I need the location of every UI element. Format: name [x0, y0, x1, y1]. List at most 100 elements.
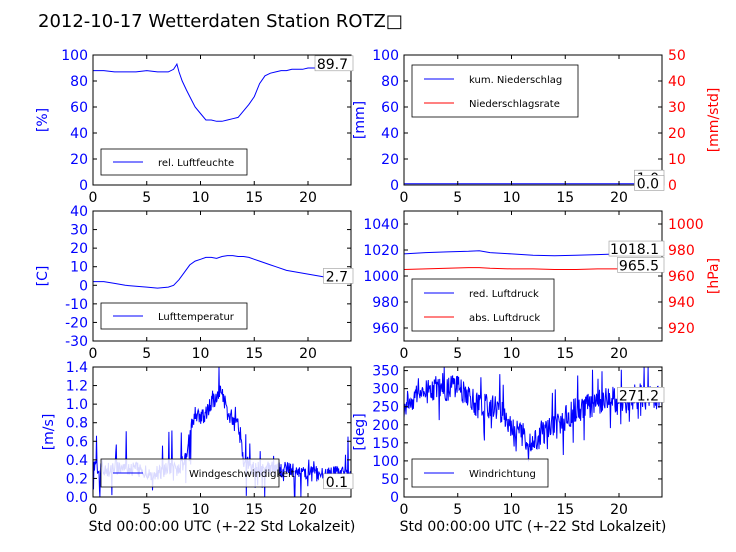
x-tick-label: 0: [400, 346, 409, 362]
y-axis-label: [m/s]: [41, 414, 57, 451]
y-tick-label: 0.4: [66, 453, 88, 469]
y2-tick-label: 50: [668, 48, 686, 64]
y-tick-label: 0: [79, 178, 88, 194]
y2-tick-label: 10: [668, 152, 686, 168]
series-line-pressure-1: [404, 267, 662, 270]
x-tick-label: 20: [610, 346, 628, 362]
x-tick-label: 5: [142, 346, 151, 362]
y2-tick-label: 940: [668, 295, 695, 311]
chart-precip: 0 5 10 15 20 0 20 40 60 80 100 0 10 20 30 40 50 [mm] [mm/s…: [352, 48, 722, 206]
y2-tick-label: 960: [668, 269, 695, 285]
y-tick-label: 20: [70, 152, 88, 168]
series-line-humidity-0: [93, 62, 351, 122]
y-tick-label: 80: [70, 74, 88, 90]
y-tick-label: 1.0: [66, 397, 88, 413]
y2-tick-label: 0: [668, 178, 677, 194]
x-tick-label: 0: [89, 502, 98, 518]
y-tick-label: 0.6: [66, 434, 88, 450]
figure-title: 2012-10-17 Wetterdaten Station ROTZ□: [38, 11, 403, 32]
x-tick-label: 0: [400, 502, 409, 518]
legend-label: Lufttemperatur: [158, 312, 235, 323]
y2-tick-label: 980: [668, 243, 695, 259]
x-tick-label: 0: [400, 190, 409, 206]
value-annotation: 0.0: [637, 176, 659, 192]
x-axis-label: Std 00:00:00 UTC (+-22 Std Lokalzeit): [400, 519, 667, 535]
y-tick-label: -10: [65, 297, 88, 313]
y2-tick-label: 20: [668, 126, 686, 142]
y-tick-label: 100: [61, 48, 88, 64]
value-annotation: 2.7: [326, 269, 348, 285]
legend: Lufttemperatur: [100, 302, 248, 330]
x-axis-label: Std 00:00:00 UTC (+-22 Std Lokalzeit): [89, 519, 356, 535]
plot-frame: [92, 54, 352, 186]
x-tick-label: 15: [245, 346, 263, 362]
x-tick-label: 20: [299, 502, 317, 518]
y-axis-label: [mm]: [352, 101, 368, 139]
y-tick-label: 350: [372, 364, 399, 380]
y-tick-label: 30: [70, 223, 88, 239]
plot-frame: [403, 54, 663, 186]
x-tick-label: 5: [453, 346, 462, 362]
y-tick-label: 80: [381, 74, 399, 90]
y-tick-label: 0.0: [66, 490, 88, 506]
y-axis-label: [%]: [35, 108, 51, 132]
value-annotation: 965.5: [619, 258, 659, 274]
legend-label: Windrichtung: [469, 469, 536, 480]
y-tick-label: 0.8: [66, 416, 88, 432]
legend: Windrichtung: [411, 458, 549, 488]
series-line-wind_dir-0: [404, 367, 662, 462]
x-tick-label: 20: [299, 346, 317, 362]
y-tick-label: 50: [381, 472, 399, 488]
x-tick-label: 10: [192, 190, 210, 206]
y-tick-label: 60: [70, 100, 88, 116]
value-annotation: 271.2: [619, 388, 659, 404]
chart-humidity: 0 5 10 15 20 0 20 40 60 80 100 [%] rel. Luftfeuchte 8…: [35, 48, 354, 206]
legend-label: rel. Luftfeuchte: [158, 158, 234, 169]
plot-frame: [403, 366, 663, 498]
x-tick-label: 10: [503, 502, 521, 518]
series-line-temperature-0: [93, 255, 351, 289]
x-tick-label: 15: [556, 502, 574, 518]
legend: kum. Niederschlag Niederschlagsrate: [411, 64, 579, 118]
y-tick-label: 40: [70, 204, 88, 220]
y-tick-label: 200: [372, 418, 399, 434]
y-tick-label: 0: [390, 178, 399, 194]
x-tick-label: 10: [503, 346, 521, 362]
y-tick-label: 1020: [363, 243, 399, 259]
y-tick-label: 300: [372, 382, 399, 398]
y-tick-label: 0: [79, 278, 88, 294]
x-tick-label: 20: [610, 502, 628, 518]
y-tick-label: 100: [372, 48, 399, 64]
legend: Windgeschwindigkeit: [100, 458, 295, 488]
legend-label: abs. Luftdruck: [469, 313, 540, 324]
legend: red. Luftdruck abs. Luftdruck: [411, 278, 555, 332]
legend-label: Windgeschwindigkeit: [189, 469, 295, 480]
y-tick-label: 980: [372, 295, 399, 311]
plot-frame: [92, 366, 352, 498]
x-tick-label: 15: [556, 190, 574, 206]
value-annotation: 0.1: [326, 475, 348, 491]
y2-tick-label: 920: [668, 321, 695, 337]
chart-wind_speed: 0 5 10 15 20 0.0 0.2 0.4 0.6 0.8 1.0 1.2 1.4 [m/s] Std…: [41, 360, 355, 535]
x-tick-label: 0: [89, 346, 98, 362]
x-tick-label: 5: [453, 190, 462, 206]
x-tick-label: 5: [142, 502, 151, 518]
x-tick-label: 0: [89, 190, 98, 206]
x-tick-label: 10: [503, 190, 521, 206]
x-tick-label: 15: [556, 346, 574, 362]
y-tick-label: -20: [65, 315, 88, 331]
y-tick-label: 1.2: [66, 379, 88, 395]
x-tick-label: 20: [299, 190, 317, 206]
x-tick-label: 5: [142, 190, 151, 206]
value-annotation: 1018.1: [610, 242, 659, 258]
y-tick-label: 1040: [363, 217, 399, 233]
y-axis-label: [deg]: [352, 413, 368, 450]
y-tick-label: 0: [390, 490, 399, 506]
x-tick-label: 20: [610, 190, 628, 206]
y-tick-label: 0.2: [66, 471, 88, 487]
x-tick-label: 10: [192, 502, 210, 518]
y2-tick-label: 1000: [668, 217, 704, 233]
legend-label: kum. Niederschlag: [469, 75, 562, 86]
